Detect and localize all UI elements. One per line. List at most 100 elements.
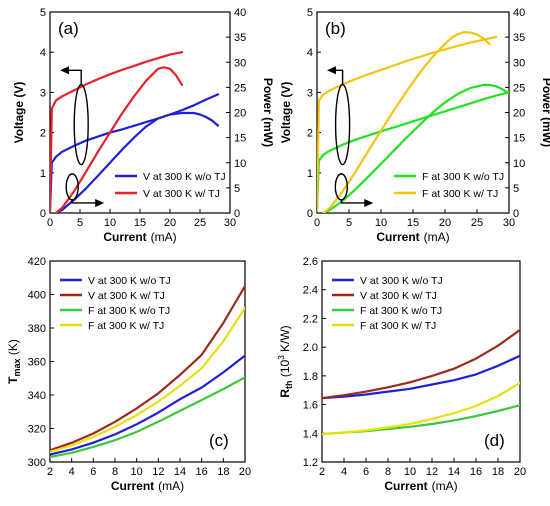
arrow-left-icon — [60, 66, 69, 75]
x-axis-label: Current (mA) — [111, 479, 184, 493]
y-tick-label: 0 — [40, 208, 46, 220]
legend-entry-label: F at 300 K w/ TJ — [422, 188, 498, 200]
series-line-1 — [322, 354, 520, 400]
panel-4: 2 4 6 8 10 12 14 16 18 20 1.2 1.4 1.6 1.8 2.0 2.2 2.4 2.6… — [277, 256, 526, 493]
y2-tick-label: 5 — [234, 183, 240, 195]
x-tick-label: 16 — [196, 466, 208, 478]
y2-tick-label: 30 — [234, 57, 246, 69]
legend-entry-label: F at 300 K w/o TJ — [88, 305, 170, 317]
y-tick-label: 1.6 — [303, 400, 318, 412]
x-tick-label: 5 — [77, 217, 83, 229]
y2-tick-label: 15 — [234, 133, 246, 145]
panel-2: 0 5 10 15 20 25 300123450510152025303540Curren… — [279, 7, 550, 244]
y-tick-label: 3 — [307, 87, 313, 99]
x-axis-label: Current (mA) — [376, 230, 449, 244]
x-tick-label: 5 — [346, 217, 352, 229]
x-tick-label: 4 — [69, 466, 75, 478]
x-tick-label: 2 — [319, 466, 325, 478]
x-axis-label-name: Current — [103, 230, 146, 244]
x-tick-label: 16 — [470, 466, 482, 478]
legend-entry-label: F at 300 K w/o TJ — [422, 171, 504, 183]
y-axis-label-unit2: K/W) — [278, 325, 292, 355]
plot-frame — [321, 260, 521, 463]
pointer-right-line — [71, 199, 99, 204]
x-tick-label: 6 — [90, 466, 96, 478]
legend-entry-label: V at 300 K w/o TJ — [143, 171, 226, 183]
legend-entry-label: F at 300 K w/ TJ — [360, 320, 436, 332]
x-tick-label: 2 — [47, 466, 53, 478]
y-tick-label: 2 — [307, 128, 313, 140]
y2-axis-label: Power (mW) — [261, 78, 275, 147]
series-line-2 — [50, 51, 184, 213]
y-axis-label-unit: (K) — [6, 339, 20, 358]
y-axis-label-sup: 3 — [277, 355, 286, 360]
series-line-3 — [322, 83, 509, 213]
y-tick-label: 380 — [28, 323, 46, 335]
y-axis-label-main: R — [278, 389, 292, 398]
y-axis-label: Voltage (V) — [12, 82, 26, 144]
y-tick-label: 2.2 — [303, 313, 318, 325]
legend-entry-label: V at 300 K w/ TJ — [88, 290, 165, 302]
y-axis-label-main: T — [6, 376, 20, 384]
panel-label: (d) — [484, 431, 505, 450]
y-tick-label: 1.4 — [303, 428, 318, 440]
x-axis-label: Current (mA) — [384, 479, 457, 493]
x-axis-label-unit: (mA) — [432, 479, 458, 493]
pointer-right-line — [340, 199, 368, 204]
y-tick-label: 1.8 — [303, 371, 318, 383]
y2-tick-label: 40 — [513, 7, 525, 19]
panel-3: 2 4 6 8 10 12 14 16 18 20 300 320 340 360 380 400 420 Cur… — [6, 256, 251, 493]
y-tick-label: 3 — [40, 87, 46, 99]
series-line-4 — [50, 306, 245, 453]
series-line-4 — [322, 381, 520, 436]
y-tick-label: 340 — [28, 390, 46, 402]
x-axis-label-unit: (mA) — [424, 230, 450, 244]
legend-entry-label: V at 300 K w/ TJ — [360, 290, 437, 302]
y2-tick-label: 10 — [234, 158, 246, 170]
y2-tick-label: 40 — [234, 7, 246, 19]
legend-entry-label: V at 300 K w/o TJ — [360, 275, 443, 287]
y-tick-label: 1 — [307, 168, 313, 180]
ellipse-marker — [334, 83, 351, 166]
ellipse-marker — [73, 83, 89, 166]
y2-tick-label: 15 — [513, 133, 525, 145]
y-axis-label: Voltage (V) — [279, 82, 293, 144]
y2-tick-label: 25 — [234, 82, 246, 94]
x-tick-label: 14 — [174, 466, 186, 478]
legend-entry-label: V at 300 K w/o TJ — [88, 275, 171, 287]
y-tick-label: 4 — [40, 47, 46, 59]
series-line-3 — [322, 404, 520, 436]
x-tick-label: 20 — [514, 466, 526, 478]
y-tick-label: 2.6 — [303, 256, 318, 268]
y-axis-label: Tmax (K) — [6, 339, 22, 384]
y-axis-label-sub: th — [284, 380, 294, 389]
legend: V at 300 K w/o TJ V at 300 K w/ TJ F at 30… — [332, 275, 443, 332]
y-tick-label: 0 — [307, 208, 313, 220]
series-line-3 — [54, 111, 220, 213]
x-axis-label-unit: (mA) — [158, 479, 184, 493]
series-line-3 — [50, 376, 245, 459]
y2-tick-label: 30 — [513, 57, 525, 69]
x-tick-label: 15 — [134, 217, 146, 229]
legend: V at 300 K w/o TJ V at 300 K w/ TJ — [115, 171, 226, 200]
x-tick-label: 25 — [471, 217, 483, 229]
x-axis-label-name: Current — [384, 479, 427, 493]
x-tick-label: 20 — [239, 466, 251, 478]
arrow-left-icon — [327, 66, 336, 75]
x-tick-label: 0 — [47, 217, 53, 229]
y-tick-label: 400 — [28, 290, 46, 302]
y-tick-label: 1.2 — [303, 457, 318, 469]
legend-entry-label: V at 300 K w/ TJ — [143, 188, 220, 200]
y-tick-label: 2.0 — [303, 342, 318, 354]
panel-1: 0 5 10 15 20 25 300123450510152025303540Curren… — [12, 7, 275, 244]
x-tick-label: 10 — [375, 217, 387, 229]
series-line-2 — [50, 285, 245, 452]
x-tick-label: 10 — [404, 466, 416, 478]
legend-entry-label: F at 300 K w/o TJ — [360, 305, 442, 317]
x-tick-label: 20 — [164, 217, 176, 229]
axis-pointer-annotation — [327, 66, 374, 207]
y-tick-label: 320 — [28, 424, 46, 436]
series-line-2 — [317, 35, 498, 213]
x-tick-label: 18 — [217, 466, 229, 478]
y2-tick-label: 5 — [513, 183, 519, 195]
